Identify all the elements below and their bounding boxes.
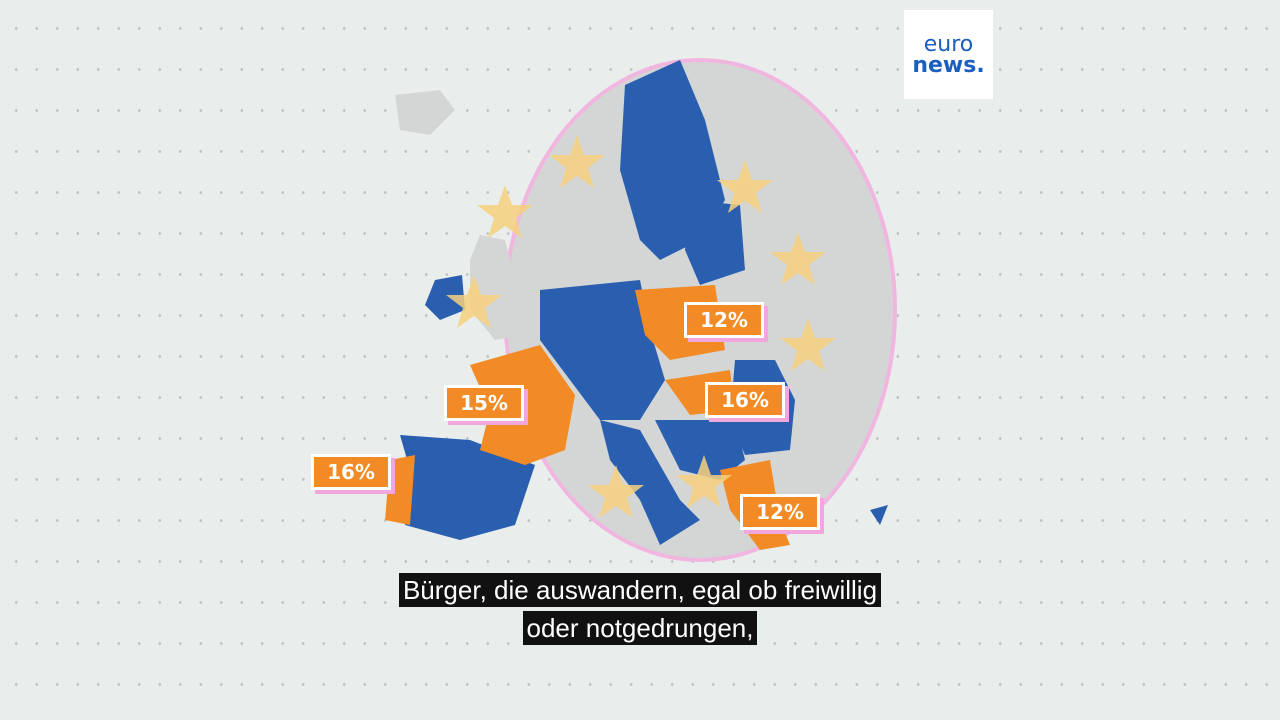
map-label: 16% [705,382,785,418]
cyprus [870,505,888,525]
logo-line: news. [912,52,985,78]
map-label: 15% [444,385,524,421]
ireland [425,275,465,320]
subtitle-line: Bürger, die auswandern, egal ob freiwill… [0,573,1280,607]
baltics [685,200,745,285]
subtitle-text: Bürger, die auswandern, egal ob freiwill… [398,573,882,607]
balkans [655,420,745,480]
iceland [395,90,455,135]
subtitle-line: oder notgedrungen, [0,611,1280,645]
euronews-logo: euro news. [904,10,993,99]
map-label: 12% [684,302,764,338]
map-label: 16% [311,454,391,490]
map-label: 12% [740,494,820,530]
norway [560,170,610,250]
portugal [385,455,415,525]
logo-line: euro [923,31,974,57]
central-europe [540,280,665,420]
italy [600,420,700,545]
spain [400,435,535,540]
eu-stars [446,135,836,518]
subtitle-text: oder notgedrungen, [522,611,758,645]
